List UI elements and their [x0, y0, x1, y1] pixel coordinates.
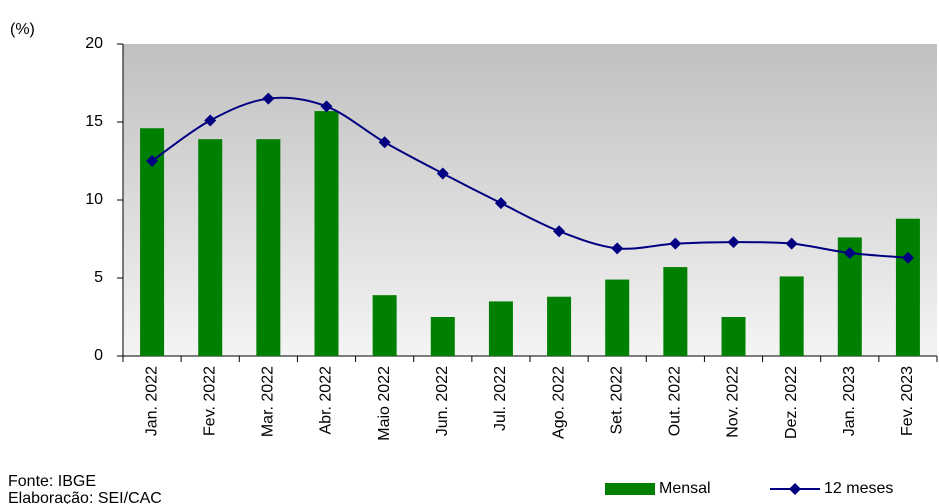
legend-label: Mensal: [659, 480, 711, 497]
line-marker: [553, 225, 566, 238]
x-tick-label: Maio 2022: [376, 366, 393, 441]
line-marker: [727, 236, 740, 249]
x-tick-label: Fev. 2022: [201, 366, 218, 436]
x-tick-label: Abr. 2022: [318, 366, 335, 435]
y-tick-label: 20: [85, 35, 103, 52]
x-tick-label: Set. 2022: [608, 366, 625, 435]
line-marker: [204, 114, 217, 127]
line-marker: [494, 197, 507, 210]
bar: [547, 296, 572, 356]
x-tick-label: Fev. 2023: [899, 366, 916, 436]
line-marker: [611, 242, 624, 255]
bar: [256, 139, 281, 356]
bar: [372, 295, 397, 356]
y-tick-label: 10: [85, 191, 103, 208]
line-marker: [146, 155, 159, 167]
x-tick-label: Nov. 2022: [725, 366, 742, 438]
x-tick-label: Jul. 2022: [492, 366, 509, 431]
x-tick-label: Out. 2022: [667, 366, 684, 436]
y-axis-label: (%): [10, 21, 35, 38]
y-tick-label: 15: [85, 113, 103, 130]
x-tick-label: Jan. 2023: [841, 366, 858, 436]
bar: [430, 317, 455, 356]
x-tick-label: Mar. 2022: [260, 366, 277, 437]
bar: [721, 317, 746, 356]
y-tick-label: 0: [94, 347, 103, 364]
line-marker: [262, 92, 275, 105]
line-marker: [436, 167, 449, 180]
x-tick-label: Jun. 2022: [434, 366, 451, 436]
bar: [663, 267, 688, 356]
bar: [198, 139, 223, 356]
x-tick-label: Jan. 2022: [143, 366, 160, 436]
bar: [895, 218, 920, 356]
y-tick-label: 5: [94, 269, 103, 286]
line-marker: [901, 251, 914, 264]
line-marker: [785, 237, 798, 250]
bar: [488, 301, 513, 356]
bar: [605, 279, 630, 356]
bar: [314, 111, 339, 356]
line-marker: [378, 136, 391, 149]
line-marker: [320, 100, 333, 113]
x-tick-label: Dez. 2022: [783, 366, 800, 439]
legend-marker: [789, 483, 801, 495]
x-tick-label: Ago. 2022: [550, 366, 567, 439]
legend-label: 12 meses: [824, 480, 893, 497]
line-marker: [843, 247, 856, 260]
credits-note: Elaboração: SEI/CAC: [8, 490, 162, 504]
bar: [779, 276, 804, 356]
plot-area: [123, 44, 937, 356]
legend-swatch: [605, 483, 655, 495]
source-note: Fonte: IBGE: [8, 473, 96, 490]
line-marker: [669, 237, 682, 250]
